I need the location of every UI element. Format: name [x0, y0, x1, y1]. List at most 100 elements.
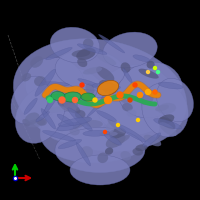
Circle shape — [136, 118, 140, 121]
Ellipse shape — [50, 27, 100, 63]
Ellipse shape — [78, 79, 99, 87]
Ellipse shape — [113, 135, 130, 145]
Ellipse shape — [64, 102, 81, 114]
Ellipse shape — [25, 112, 40, 125]
Ellipse shape — [120, 151, 131, 161]
Ellipse shape — [86, 120, 103, 128]
Ellipse shape — [81, 93, 95, 101]
Ellipse shape — [58, 117, 92, 126]
Ellipse shape — [59, 100, 76, 112]
Ellipse shape — [104, 134, 121, 145]
Ellipse shape — [77, 44, 107, 54]
Circle shape — [104, 130, 106, 134]
Ellipse shape — [50, 92, 71, 98]
Ellipse shape — [122, 103, 133, 111]
Ellipse shape — [127, 109, 137, 117]
Ellipse shape — [34, 76, 46, 86]
Ellipse shape — [135, 144, 148, 151]
Ellipse shape — [24, 98, 37, 114]
Circle shape — [80, 83, 84, 87]
Ellipse shape — [55, 128, 145, 172]
Ellipse shape — [15, 87, 65, 143]
Ellipse shape — [157, 78, 193, 122]
Ellipse shape — [41, 109, 56, 129]
Ellipse shape — [76, 143, 91, 166]
Ellipse shape — [133, 55, 150, 62]
Circle shape — [128, 98, 132, 102]
Ellipse shape — [118, 62, 182, 118]
Ellipse shape — [11, 76, 49, 124]
Ellipse shape — [81, 146, 93, 158]
Ellipse shape — [143, 133, 161, 147]
Circle shape — [138, 92, 142, 98]
Ellipse shape — [157, 103, 176, 114]
Ellipse shape — [26, 119, 45, 127]
Circle shape — [133, 83, 137, 87]
Ellipse shape — [83, 67, 102, 74]
Ellipse shape — [98, 89, 110, 109]
Ellipse shape — [105, 147, 113, 155]
Ellipse shape — [106, 134, 126, 148]
Circle shape — [154, 66, 156, 70]
Circle shape — [72, 98, 78, 102]
Ellipse shape — [132, 148, 143, 156]
Ellipse shape — [108, 119, 126, 133]
Ellipse shape — [72, 50, 90, 57]
Ellipse shape — [155, 105, 169, 111]
Circle shape — [117, 92, 123, 98]
Ellipse shape — [73, 116, 91, 129]
Ellipse shape — [41, 82, 69, 86]
Ellipse shape — [35, 69, 56, 96]
Circle shape — [59, 97, 65, 103]
Ellipse shape — [159, 122, 177, 136]
Ellipse shape — [51, 91, 65, 101]
Circle shape — [93, 98, 97, 102]
Ellipse shape — [121, 62, 131, 73]
Ellipse shape — [158, 82, 183, 89]
Ellipse shape — [106, 122, 115, 133]
Ellipse shape — [36, 117, 47, 126]
Ellipse shape — [57, 97, 75, 108]
Ellipse shape — [83, 130, 110, 136]
Ellipse shape — [77, 58, 87, 67]
Ellipse shape — [57, 114, 74, 126]
Ellipse shape — [63, 99, 78, 110]
Circle shape — [116, 123, 120, 127]
Ellipse shape — [22, 119, 30, 126]
Ellipse shape — [117, 124, 146, 142]
Ellipse shape — [40, 97, 160, 163]
Ellipse shape — [46, 47, 72, 60]
Ellipse shape — [95, 65, 175, 135]
Ellipse shape — [92, 83, 120, 90]
Ellipse shape — [154, 119, 182, 129]
Ellipse shape — [147, 61, 155, 69]
Ellipse shape — [97, 80, 119, 96]
Ellipse shape — [97, 111, 117, 122]
Circle shape — [153, 90, 157, 94]
Ellipse shape — [63, 92, 81, 102]
Ellipse shape — [123, 69, 132, 83]
Ellipse shape — [75, 110, 85, 119]
Circle shape — [146, 71, 150, 73]
Ellipse shape — [158, 114, 174, 125]
Ellipse shape — [43, 92, 59, 115]
Ellipse shape — [43, 130, 75, 141]
Ellipse shape — [76, 48, 96, 60]
Ellipse shape — [99, 131, 118, 136]
Ellipse shape — [62, 96, 77, 106]
Ellipse shape — [139, 69, 159, 79]
Ellipse shape — [99, 80, 117, 94]
Ellipse shape — [13, 39, 187, 151]
Ellipse shape — [47, 106, 68, 112]
Circle shape — [156, 71, 160, 73]
Ellipse shape — [103, 32, 157, 68]
Ellipse shape — [97, 153, 108, 163]
Circle shape — [104, 97, 112, 104]
Ellipse shape — [140, 93, 154, 105]
Ellipse shape — [116, 95, 128, 103]
Ellipse shape — [109, 128, 126, 139]
Ellipse shape — [30, 67, 110, 143]
Ellipse shape — [85, 83, 95, 95]
Ellipse shape — [69, 127, 80, 135]
Ellipse shape — [99, 34, 125, 53]
